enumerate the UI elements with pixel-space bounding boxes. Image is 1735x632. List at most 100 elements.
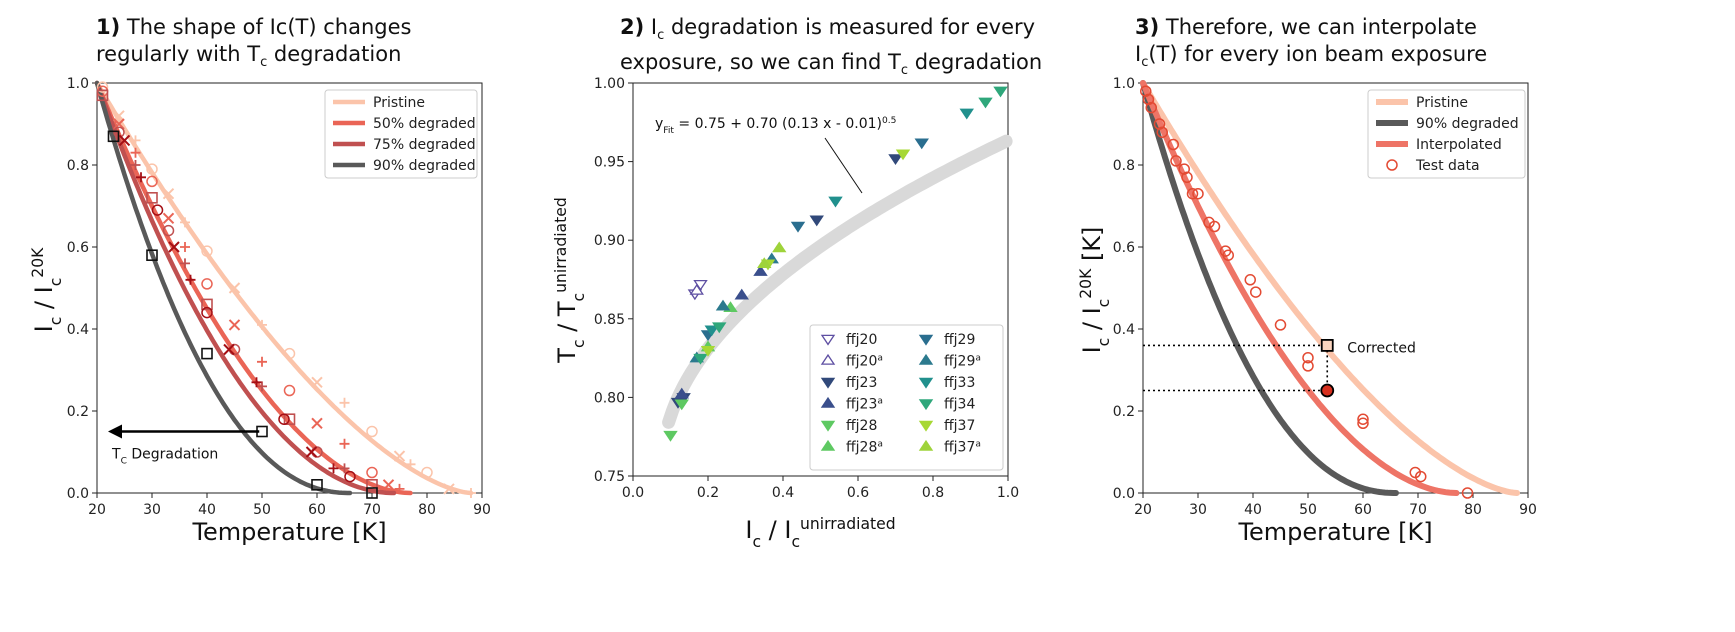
data-point	[311, 376, 323, 389]
data-point	[704, 325, 719, 337]
chart-3: 20 30 40 50 60 70 80 90 0.0 0.2 0.4 0.6 0.8 1.0 Correc…	[1077, 76, 1537, 546]
x-tick-label: 0.0	[622, 485, 644, 501]
chart-1: 20 30 40 50 60 70 80 90 0.0 0.2 0.4 0.6 0.8 1.0 Pristi…	[29, 76, 491, 546]
data-point	[151, 204, 164, 216]
legend-label: ffj20	[846, 332, 877, 348]
data-point	[339, 463, 350, 474]
x-tick-label: 20	[1134, 502, 1152, 518]
test-data-point	[1142, 93, 1155, 106]
x-tick-label: 0.8	[922, 485, 944, 501]
data-point	[772, 241, 787, 253]
panel-3-title-line1: Therefore, we can interpolate	[1165, 15, 1477, 39]
series-line-2	[94, 80, 397, 496]
legend-marker	[918, 334, 934, 346]
legend-box	[324, 89, 478, 179]
series-line-2	[1140, 80, 1460, 496]
data-point	[959, 108, 974, 120]
data-point	[130, 135, 141, 146]
x-tick-label: 90	[473, 502, 491, 518]
data-point	[146, 175, 158, 188]
y-tick-label: 0.95	[594, 155, 625, 171]
data-point	[311, 478, 323, 491]
legend-label: ffj37	[944, 418, 975, 434]
data-point	[674, 399, 689, 411]
data-point	[113, 118, 125, 130]
y-tick-label: 1.0	[67, 76, 89, 92]
data-point	[734, 288, 749, 300]
legend-label: Interpolated	[1416, 137, 1502, 153]
legend-marker	[918, 377, 934, 389]
y-axis-label: Ic / Ic20K [K]	[1077, 227, 1113, 354]
chart-2: 0.0 0.2 0.4 0.6 0.8 1.0 0.75 0.80 0.85 0.90 0.95 1.…	[552, 76, 1019, 551]
test-data-point	[1274, 319, 1287, 331]
data-point	[201, 306, 213, 319]
panel-2-title-line2-end: degradation	[908, 50, 1043, 75]
test-data-point	[1244, 274, 1256, 286]
y-tick-label: 0.2	[1113, 404, 1135, 420]
corrected-point	[1320, 338, 1334, 352]
data-point	[113, 110, 125, 122]
data-point	[978, 97, 993, 109]
legend-marker	[820, 353, 836, 365]
legend-box	[809, 324, 1004, 471]
x-tick-label: 70	[363, 502, 381, 518]
test-data-point	[1357, 413, 1369, 425]
panel-3-title-line2: I	[1135, 42, 1142, 66]
data-point	[993, 86, 1008, 98]
data-point	[228, 319, 241, 331]
test-data-point	[1186, 187, 1199, 200]
data-point	[809, 215, 824, 227]
data-point	[146, 163, 158, 175]
data-point	[828, 196, 843, 208]
x-tick-label: 0.4	[772, 485, 794, 501]
data-point	[888, 154, 903, 166]
test-data-point	[1192, 187, 1204, 200]
x-tick-label: 80	[1464, 502, 1482, 518]
data-point	[130, 147, 141, 158]
data-point	[223, 343, 235, 356]
legend-label: Pristine	[1416, 95, 1468, 111]
x-tick-label: 20	[88, 502, 106, 518]
legend-marker	[820, 439, 836, 451]
series-line-0	[1140, 80, 1520, 496]
legend-label: ffj28a	[846, 440, 883, 456]
panel-2-title: 2) Ic degradation is measured for every …	[620, 14, 1042, 84]
legend-marker	[918, 353, 934, 365]
legend-marker	[820, 377, 836, 389]
data-point	[366, 478, 378, 491]
panel-1-title-line2: regularly with T	[96, 42, 261, 66]
panel-3-title-sub: c	[1141, 55, 1149, 71]
data-point	[251, 377, 262, 388]
y-tick-label: 0.6	[1113, 240, 1135, 256]
data-point	[146, 249, 158, 261]
fit-equation: yFit = 0.75 + 0.70 (0.13 x - 0.01)0.5	[655, 116, 896, 136]
data-point	[107, 130, 120, 143]
data-point	[466, 488, 476, 498]
series-line-1	[94, 80, 413, 496]
measured-point	[1320, 383, 1335, 398]
x-tick-label: 50	[253, 502, 271, 518]
y-tick-label: 0.4	[67, 322, 89, 338]
data-point	[185, 274, 196, 285]
x-tick-label: 0.2	[697, 485, 719, 501]
test-data-point	[1153, 118, 1166, 130]
legend-label: ffj34	[944, 397, 975, 413]
corrected-label: Corrected	[1347, 340, 1416, 356]
test-data-point	[1208, 220, 1221, 233]
data-point	[339, 397, 350, 408]
legend-marker	[820, 396, 836, 408]
data-point	[130, 160, 141, 170]
data-point	[201, 245, 213, 257]
legend-label: Pristine	[373, 95, 425, 111]
data-point	[257, 319, 267, 330]
data-point	[278, 413, 290, 425]
test-data-point	[1250, 286, 1262, 298]
data-point	[895, 149, 911, 161]
legend-label: ffj28	[846, 418, 877, 434]
panel-2-title-a: I	[650, 15, 658, 39]
data-point	[914, 138, 929, 150]
test-data-point	[1415, 470, 1427, 483]
data-point	[693, 353, 708, 365]
data-point	[283, 347, 296, 360]
data-point	[180, 242, 190, 252]
